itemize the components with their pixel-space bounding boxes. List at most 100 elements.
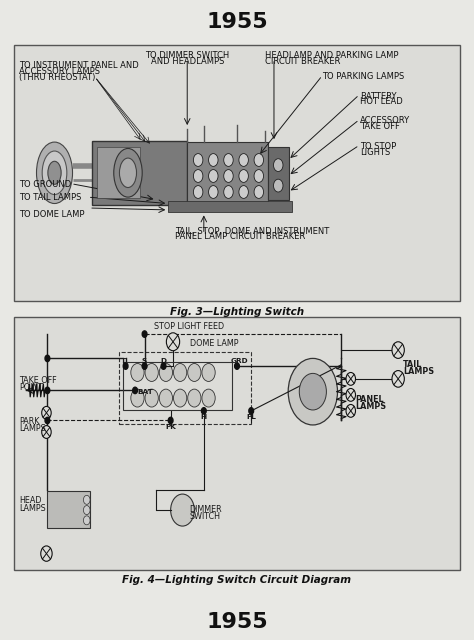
- Ellipse shape: [114, 148, 142, 197]
- Circle shape: [235, 363, 239, 369]
- Ellipse shape: [36, 142, 73, 204]
- Text: TO DIMMER SWITCH: TO DIMMER SWITCH: [145, 51, 229, 60]
- Circle shape: [193, 154, 203, 166]
- Text: ACCESSORY: ACCESSORY: [360, 116, 410, 125]
- Text: T: T: [120, 358, 126, 364]
- Text: DOME LAMP: DOME LAMP: [190, 339, 238, 348]
- Text: PARK: PARK: [19, 417, 39, 426]
- Text: TO STOP: TO STOP: [360, 142, 396, 151]
- Text: LAMPS: LAMPS: [19, 504, 46, 513]
- Text: POINT: POINT: [19, 383, 43, 392]
- Circle shape: [209, 170, 218, 182]
- Text: STOP LIGHT FEED: STOP LIGHT FEED: [154, 322, 224, 331]
- Text: S: S: [142, 358, 147, 364]
- Circle shape: [188, 364, 201, 381]
- Bar: [47, 491, 90, 528]
- Circle shape: [193, 186, 203, 198]
- Text: ACCESSORY LAMPS: ACCESSORY LAMPS: [19, 67, 100, 76]
- Circle shape: [254, 170, 264, 182]
- Bar: [123, 362, 232, 410]
- Ellipse shape: [119, 158, 137, 188]
- Text: 1955: 1955: [206, 12, 268, 33]
- Circle shape: [133, 387, 137, 394]
- Text: SWITCH: SWITCH: [190, 512, 220, 521]
- Circle shape: [83, 516, 90, 525]
- Text: AND HEADLAMPS: AND HEADLAMPS: [151, 57, 224, 66]
- Text: BAT: BAT: [137, 388, 153, 395]
- Circle shape: [159, 389, 173, 407]
- Circle shape: [173, 389, 187, 407]
- Text: HOT LEAD: HOT LEAD: [360, 97, 403, 106]
- Circle shape: [254, 154, 264, 166]
- Circle shape: [171, 494, 194, 526]
- Text: 1955: 1955: [206, 612, 268, 632]
- Bar: [118, 352, 251, 424]
- Circle shape: [131, 389, 144, 407]
- Circle shape: [188, 389, 201, 407]
- Ellipse shape: [42, 151, 67, 195]
- Text: PL: PL: [246, 414, 256, 420]
- Circle shape: [202, 389, 215, 407]
- Bar: [14, 317, 460, 570]
- Text: PK: PK: [165, 424, 176, 429]
- Circle shape: [45, 417, 50, 424]
- Circle shape: [145, 389, 158, 407]
- Bar: [97, 147, 140, 198]
- Circle shape: [392, 342, 404, 358]
- Text: (THRU RHEOSTAT): (THRU RHEOSTAT): [19, 73, 95, 82]
- Circle shape: [288, 358, 337, 425]
- Circle shape: [299, 373, 327, 410]
- Text: BATTERY: BATTERY: [360, 92, 397, 100]
- Text: TAIL: TAIL: [403, 360, 422, 369]
- Circle shape: [201, 408, 206, 414]
- Circle shape: [83, 495, 90, 504]
- Circle shape: [168, 417, 173, 424]
- Text: PANEL LAMP CIRCUIT BREAKER: PANEL LAMP CIRCUIT BREAKER: [175, 232, 306, 241]
- Circle shape: [145, 364, 158, 381]
- Circle shape: [41, 546, 52, 561]
- Text: LAMPS: LAMPS: [19, 424, 46, 433]
- Circle shape: [123, 363, 128, 369]
- Bar: [92, 141, 187, 205]
- Ellipse shape: [48, 161, 61, 184]
- Circle shape: [254, 186, 264, 198]
- Text: CIRCUIT BREAKER: CIRCUIT BREAKER: [265, 57, 341, 66]
- Circle shape: [45, 387, 50, 394]
- Text: TAKE OFF: TAKE OFF: [19, 376, 56, 385]
- Text: LIGHTS: LIGHTS: [360, 148, 391, 157]
- Text: H: H: [201, 414, 207, 420]
- Circle shape: [273, 159, 283, 172]
- Circle shape: [224, 154, 233, 166]
- Circle shape: [83, 506, 90, 515]
- Text: TAKE OFF: TAKE OFF: [360, 122, 400, 131]
- Circle shape: [239, 154, 248, 166]
- Circle shape: [42, 406, 51, 419]
- Circle shape: [346, 388, 356, 401]
- Circle shape: [209, 154, 218, 166]
- Circle shape: [249, 408, 254, 414]
- Circle shape: [346, 404, 356, 417]
- Circle shape: [202, 364, 215, 381]
- Circle shape: [346, 372, 356, 385]
- Text: LAMPS: LAMPS: [356, 402, 387, 411]
- Text: TO DOME LAMP: TO DOME LAMP: [19, 210, 84, 219]
- Circle shape: [173, 364, 187, 381]
- Text: D: D: [161, 358, 166, 364]
- Text: TO PARKING LAMPS: TO PARKING LAMPS: [322, 72, 405, 81]
- Circle shape: [166, 333, 180, 351]
- Text: TO INSTRUMENT PANEL AND: TO INSTRUMENT PANEL AND: [19, 61, 139, 70]
- Circle shape: [161, 363, 166, 369]
- Text: HEAD: HEAD: [19, 496, 41, 505]
- Bar: [14, 45, 460, 301]
- Circle shape: [45, 355, 50, 362]
- Circle shape: [224, 170, 233, 182]
- Circle shape: [392, 371, 404, 387]
- Circle shape: [193, 170, 203, 182]
- Text: TO GROUND: TO GROUND: [19, 180, 71, 189]
- Circle shape: [239, 170, 248, 182]
- Text: HEADLAMP AND PARKING LAMP: HEADLAMP AND PARKING LAMP: [265, 51, 399, 60]
- Circle shape: [142, 363, 147, 369]
- Bar: [187, 142, 268, 204]
- Bar: [168, 201, 292, 212]
- Text: TAIL, STOP, DOME AND INSTRUMENT: TAIL, STOP, DOME AND INSTRUMENT: [175, 227, 329, 236]
